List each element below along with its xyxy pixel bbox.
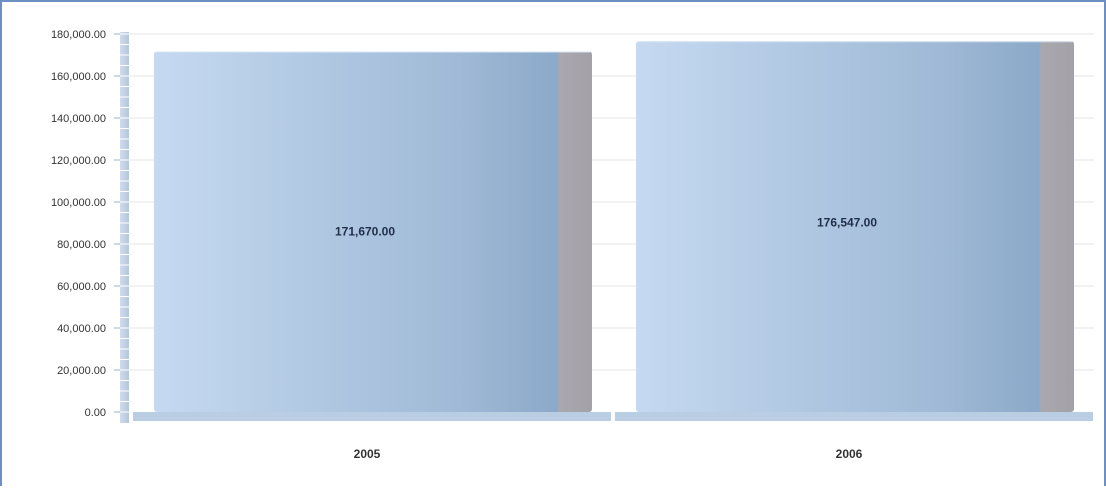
y-tick-label: 80,000.00	[57, 239, 106, 251]
y-tick-label: 0.00	[85, 407, 106, 419]
y-tick-label: 20,000.00	[57, 365, 106, 377]
data-label: 171,670.00	[335, 225, 395, 239]
bars	[133, 41, 1093, 421]
y-tick-label: 120,000.00	[51, 155, 106, 167]
x-tick-label: 2006	[836, 447, 863, 461]
y-axis: 0.00 20,000.00 40,000.00 60,000.00 80,000.00…	[51, 29, 129, 423]
bar-2005	[154, 51, 592, 412]
y-tick-label: 100,000.00	[51, 197, 106, 209]
labels: 171,670.00 2005 176,547.00 2006	[335, 216, 877, 461]
y-tick-label: 160,000.00	[51, 71, 106, 83]
y-tick-label: 180,000.00	[51, 29, 106, 41]
x-tick-label: 2005	[354, 447, 381, 461]
floor-segment	[615, 412, 1093, 421]
bar-2006	[636, 41, 1074, 412]
y-tick-label: 60,000.00	[57, 281, 106, 293]
y-tick-label: 40,000.00	[57, 323, 106, 335]
data-label: 176,547.00	[817, 216, 877, 230]
y-tick-label: 140,000.00	[51, 113, 106, 125]
floor-segment	[133, 412, 611, 421]
y-axis-bar	[120, 32, 129, 423]
